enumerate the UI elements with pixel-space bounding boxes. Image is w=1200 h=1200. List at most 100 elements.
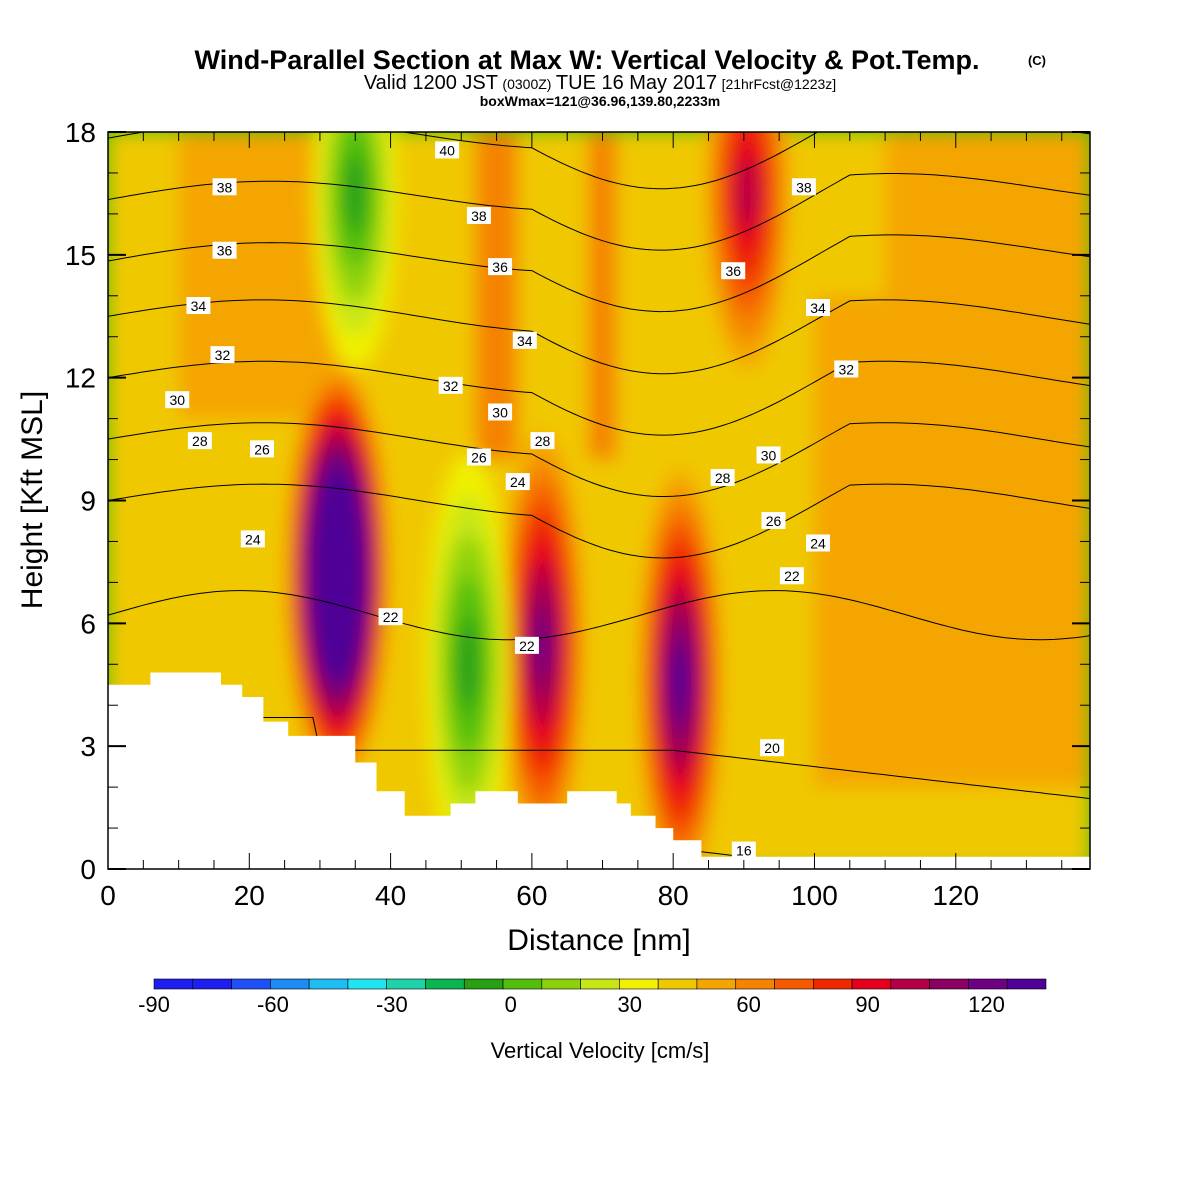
theta-label: 34 [186, 297, 211, 315]
theta-label-box [488, 403, 513, 421]
theta-label: 38 [791, 178, 816, 196]
theta-label-text: 32 [443, 378, 459, 394]
theta-label: 34 [806, 299, 831, 317]
colorbar-tick-label: 30 [617, 992, 641, 1017]
theta-contour [108, 422, 1090, 497]
theta-label-box [779, 567, 804, 585]
x-tick-label: 0 [100, 880, 116, 911]
theta-label: 40 [435, 141, 460, 159]
theta-label-box [240, 530, 265, 548]
colorbar-swatch [502, 978, 543, 990]
theta-label-box [721, 262, 746, 280]
theta-label: 34 [512, 331, 537, 349]
theta-label: 26 [250, 440, 275, 458]
theta-label: 24 [505, 473, 530, 491]
x-tick-label: 80 [658, 880, 689, 911]
theta-label: 24 [806, 534, 831, 552]
theta-label-text: 24 [810, 535, 826, 551]
velocity-cell-level [456, 617, 480, 712]
theta-label-box [488, 258, 513, 276]
theta-label-text: 34 [810, 300, 826, 316]
x-tick-label: 60 [516, 880, 547, 911]
field-band [108, 500, 264, 706]
x-axis-label: Distance [nm] [507, 924, 690, 957]
colorbar-tick-label: -30 [376, 992, 408, 1017]
theta-contour [108, 590, 1090, 641]
theta-label-box [806, 534, 831, 552]
colorbar-swatch [425, 978, 465, 990]
theta-label: 20 [760, 739, 785, 757]
theta-label-box [250, 440, 275, 458]
theta-label: 28 [187, 432, 212, 450]
theta-label-box [514, 636, 539, 654]
colorbar-swatch [463, 978, 504, 990]
theta-label: 22 [779, 567, 804, 585]
y-tick-label: 9 [80, 486, 96, 517]
theta-label: 36 [488, 258, 513, 276]
theta-label-text: 28 [715, 470, 731, 486]
theta-label-box [438, 376, 463, 394]
colorbar [153, 978, 1047, 990]
velocity-field [108, 132, 1090, 869]
theta-label: 22 [378, 608, 403, 626]
theta-label: 26 [466, 448, 491, 466]
valid-time-line: Valid 1200 JST (0300Z) TUE 16 May 2017 [… [364, 72, 836, 94]
colorbar-swatch [231, 978, 271, 990]
velocity-cell-level [672, 651, 689, 710]
colorbar-tick-label: 120 [968, 992, 1005, 1017]
colorbar-swatch [270, 978, 310, 990]
theta-contour [108, 234, 1090, 313]
colorbar-swatch [541, 978, 581, 990]
colorbar-tick-labels: -90 -60 -30 0 30 60 90 120 [138, 992, 1005, 1017]
theta-label-text: 36 [217, 243, 233, 259]
y-tick-label: 0 [80, 854, 96, 885]
theta-label-text: 28 [535, 433, 551, 449]
theta-label: 36 [212, 241, 237, 259]
theta-label: 24 [240, 530, 265, 548]
theta-label-text: 40 [439, 142, 455, 158]
theta-contour [108, 173, 1090, 251]
theta-label-box [761, 511, 786, 529]
copyright-mark: (C) [1028, 53, 1046, 68]
x-tick-label: 20 [234, 880, 265, 911]
theta-label-text: 22 [784, 568, 800, 584]
theta-label-box [165, 391, 190, 409]
theta-label: 30 [165, 391, 190, 409]
theta-label-box [466, 448, 491, 466]
theta-label: 32 [210, 346, 235, 364]
theta-label-box [212, 178, 237, 196]
theta-label-text: 24 [510, 474, 526, 490]
theta-label-box [834, 360, 859, 378]
theta-contour [108, 299, 1090, 375]
theta-label-text: 30 [761, 447, 777, 463]
colorbar-swatch [774, 978, 814, 990]
colorbar-swatch [347, 978, 387, 990]
boxwmax-line: boxWmax=121@36.96,139.80,2233m [480, 93, 721, 109]
colorbar-tick-label: -90 [138, 992, 170, 1017]
colorbar-swatch [192, 978, 232, 990]
theta-label-box [760, 739, 785, 757]
y-axis-label: Height [Kft MSL] [16, 391, 49, 609]
theta-label-text: 38 [217, 179, 233, 195]
y-tick-label: 3 [80, 731, 96, 762]
colorbar-swatch [657, 978, 698, 990]
theta-label-box [512, 331, 537, 349]
theta-contours [108, 132, 1090, 869]
theta-label-box [210, 346, 235, 364]
theta-label: 26 [761, 511, 786, 529]
theta-label-text: 38 [796, 179, 812, 195]
theta-label: 30 [488, 403, 513, 421]
x-tick-labels: 0 20 40 60 80 100 120 [100, 880, 979, 911]
velocity-cell-level [343, 153, 367, 234]
y-tick-label: 6 [80, 608, 96, 639]
theta-label: 38 [466, 206, 491, 224]
theta-label-text: 26 [471, 450, 487, 466]
theta-label-box [435, 141, 460, 159]
theta-label: 38 [212, 178, 237, 196]
theta-contour [108, 132, 1090, 190]
theta-label-text: 38 [471, 208, 487, 224]
colorbar-swatch [851, 978, 892, 990]
colorbar-tick-label: -60 [257, 992, 289, 1017]
theta-label-box [466, 206, 491, 224]
